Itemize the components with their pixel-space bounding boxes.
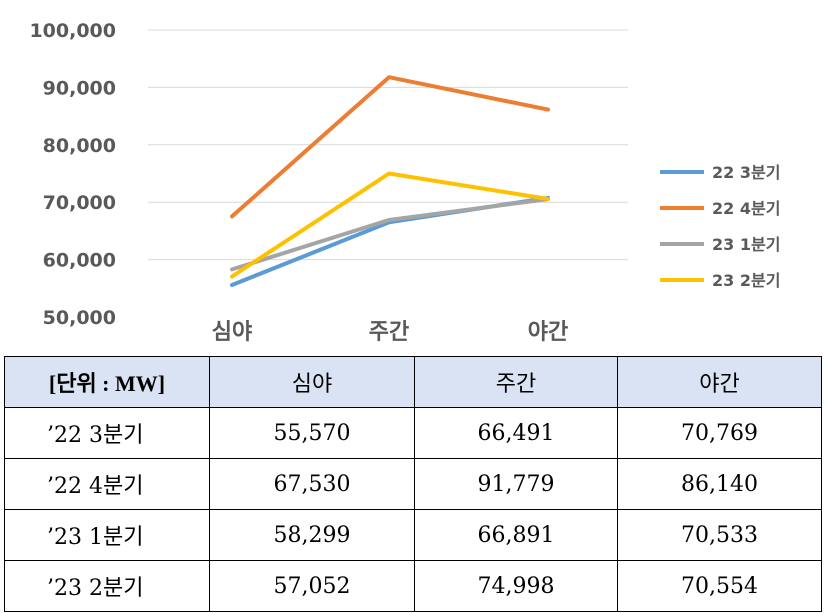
table-cell: 91,779 bbox=[414, 458, 618, 510]
table-row: ’22 4분기 67,530 91,779 86,140 bbox=[4, 458, 822, 510]
table-cell: 66,491 bbox=[414, 407, 618, 459]
series-line bbox=[230, 171, 550, 279]
table-cell: 74,998 bbox=[414, 560, 618, 612]
y-tick-label: 100,000 bbox=[29, 20, 116, 42]
table-header-row: [단위 : MW] 심야 주간 야간 bbox=[4, 356, 822, 408]
header-yagan: 야간 bbox=[617, 356, 822, 408]
table-row: ’23 2분기 57,052 74,998 70,554 bbox=[4, 560, 822, 612]
y-tick-label: 60,000 bbox=[43, 250, 116, 272]
table-cell: 70,554 bbox=[617, 560, 822, 612]
chart-svg: 50,000 60,000 70,000 80,000 90,000 100,000 심야 주… bbox=[29, 20, 780, 345]
row-label: ’23 1분기 bbox=[4, 509, 210, 561]
x-tick-label: 야간 bbox=[528, 320, 568, 345]
legend-label: 23 2분기 bbox=[712, 271, 780, 290]
table-cell: 66,891 bbox=[414, 509, 618, 561]
table-cell: 57,052 bbox=[209, 560, 415, 612]
x-tick-label: 주간 bbox=[369, 320, 409, 345]
header-simya: 심야 bbox=[209, 356, 415, 408]
header-jugan: 주간 bbox=[414, 356, 618, 408]
y-tick-label: 80,000 bbox=[43, 135, 116, 157]
legend-label: 22 3분기 bbox=[712, 163, 780, 182]
table-cell: 86,140 bbox=[617, 458, 822, 510]
table-cell: 70,769 bbox=[617, 407, 822, 459]
table-cell: 70,533 bbox=[617, 509, 822, 561]
y-tick-label: 50,000 bbox=[43, 307, 116, 329]
table-cell: 67,530 bbox=[209, 458, 415, 510]
row-label: ’22 3분기 bbox=[4, 407, 210, 459]
x-tick-label: 심야 bbox=[212, 320, 252, 345]
legend-label: 22 4분기 bbox=[712, 199, 780, 218]
data-table: [단위 : MW] 심야 주간 야간 ’22 3분기 55,570 66,491… bbox=[4, 356, 822, 612]
table-row: ’22 3분기 55,570 66,491 70,769 bbox=[4, 407, 822, 459]
series-line bbox=[230, 75, 550, 219]
unit-header: [단위 : MW] bbox=[4, 356, 210, 408]
legend-label: 23 1분기 bbox=[712, 235, 780, 254]
y-tick-label: 90,000 bbox=[43, 77, 116, 99]
row-label: ’23 2분기 bbox=[4, 560, 210, 612]
series-line bbox=[230, 197, 550, 272]
line-chart: 50,000 60,000 70,000 80,000 90,000 100,000 심야 주… bbox=[29, 20, 780, 345]
table-cell: 55,570 bbox=[209, 407, 415, 459]
table-row: ’23 1분기 58,299 66,891 70,533 bbox=[4, 509, 822, 561]
y-tick-label: 70,000 bbox=[43, 192, 116, 214]
row-label: ’22 4분기 bbox=[4, 458, 210, 510]
table-cell: 58,299 bbox=[209, 509, 415, 561]
series-line bbox=[230, 195, 550, 287]
